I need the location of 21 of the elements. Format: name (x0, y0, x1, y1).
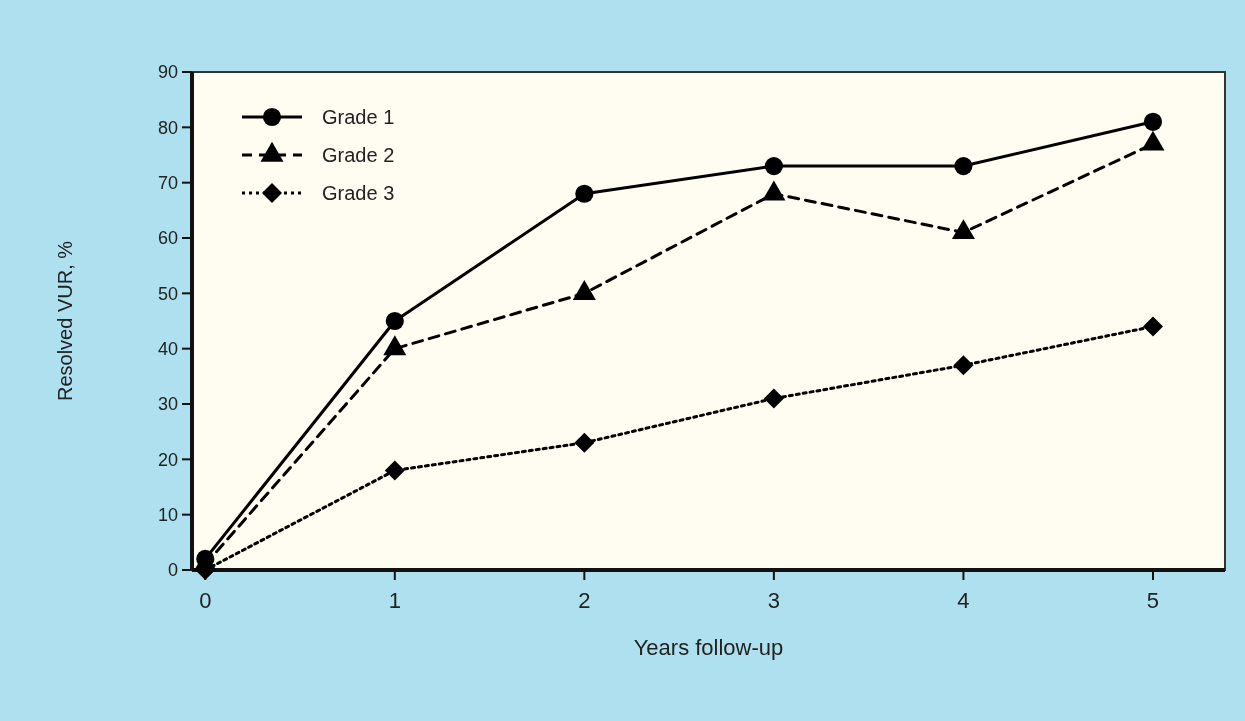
y-tick-label: 0 (167, 560, 178, 581)
y-tick-label: 30 (157, 394, 178, 415)
x-tick-label: 3 (767, 588, 781, 613)
x-tick-label: 4 (957, 588, 970, 613)
y-tick-label: 90 (157, 62, 178, 83)
legend-label: Grade 3 (322, 182, 395, 204)
y-tick-label: 20 (157, 449, 178, 470)
x-tick-label: 1 (388, 588, 401, 613)
y-tick-label: 60 (157, 228, 178, 249)
legend-label: Grade 2 (322, 144, 395, 166)
y-tick-label: 40 (157, 338, 178, 359)
y-tick-label: 50 (157, 283, 178, 304)
legend-label: Grade 1 (322, 106, 395, 128)
x-tick-label: 5 (1146, 588, 1160, 613)
y-tick-label: 80 (157, 117, 178, 138)
x-tick-label: 0 (199, 588, 212, 613)
y-axis-title: Resolved VUR, % (54, 240, 76, 402)
y-tick-label: 10 (157, 504, 178, 525)
y-tick-label: 70 (157, 172, 178, 193)
x-axis-title: Years follow-up (633, 635, 784, 660)
x-tick-label: 2 (578, 588, 591, 613)
